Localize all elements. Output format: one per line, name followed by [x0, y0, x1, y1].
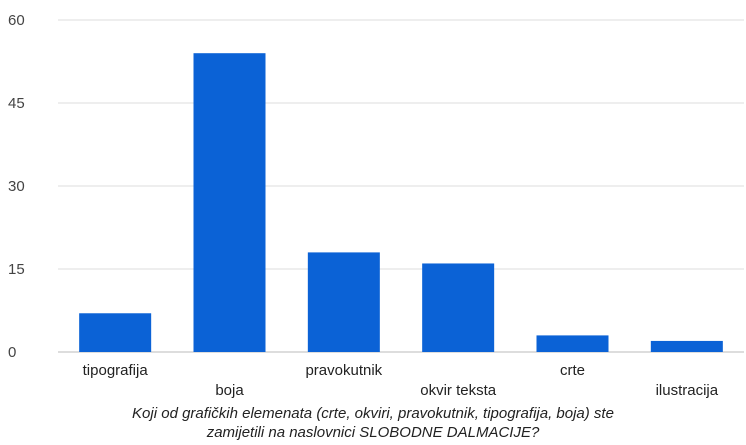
- bar-crte: [536, 335, 609, 352]
- y-tick-label: 0: [8, 344, 16, 361]
- gridlines: [58, 19, 744, 353]
- y-tick-label: 60: [8, 12, 25, 29]
- x-axis-labels: tipografija boja pravokutnik okvir teksta cr…: [83, 362, 719, 399]
- bar-tipografija: [79, 313, 152, 352]
- bar-pravokutnik: [307, 252, 380, 352]
- caption-line-2: zamijetili na naslovnici SLOBODNE DALMAC…: [206, 424, 540, 441]
- x-category-label: ilustracija: [656, 382, 719, 399]
- bar-okvir-teksta: [422, 263, 495, 352]
- x-category-label: crte: [560, 362, 585, 379]
- x-category-label: tipografija: [83, 362, 149, 379]
- y-tick-label: 15: [8, 261, 25, 278]
- caption-line-1: Koji od grafičkih elemenata (crte, okvir…: [132, 405, 614, 422]
- x-category-label: pravokutnik: [305, 362, 382, 379]
- y-tick-label: 45: [8, 95, 25, 112]
- bar-boja: [193, 53, 266, 352]
- x-category-label: boja: [215, 382, 244, 399]
- x-category-label: okvir teksta: [420, 382, 497, 399]
- bars: [79, 53, 723, 352]
- bar-ilustracija: [650, 340, 723, 352]
- y-tick-label: 30: [8, 178, 25, 195]
- chart-caption: Koji od grafičkih elemenata (crte, okvir…: [0, 404, 746, 442]
- y-axis-ticks: 0 15 30 45 60: [8, 12, 25, 361]
